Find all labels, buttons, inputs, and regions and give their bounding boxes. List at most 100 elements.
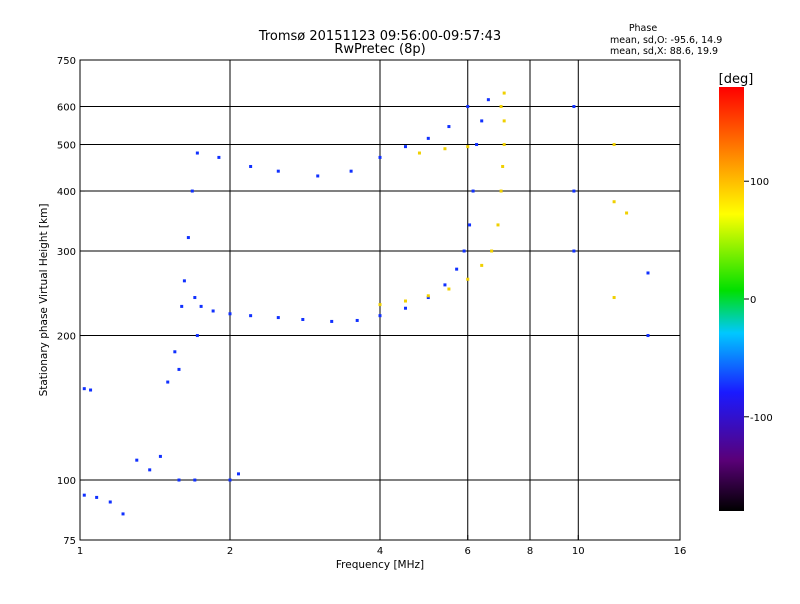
x-tick-label: 10 [572,546,585,557]
data-point-o [228,312,232,316]
data-point-o [276,169,280,173]
data-point-o [89,388,93,392]
data-point-o [486,98,490,102]
data-point-o [177,478,181,482]
data-point-o [378,155,382,159]
data-point-o [462,249,466,253]
data-point-o [455,267,459,271]
data-point-x [417,151,421,155]
data-point-o [166,380,170,384]
grid [80,60,680,540]
data-point-o [475,143,479,147]
data-point-o [190,189,194,193]
data-point-o [211,309,215,313]
data-point-x [612,143,616,147]
data-point-o [316,174,320,178]
data-point-o [180,304,184,308]
data-point-o [646,271,650,275]
data-point-o [95,495,99,499]
data-point-x [490,249,494,253]
data-point-o [572,249,576,253]
data-point-o [426,296,430,300]
x-tick-label: 4 [377,546,383,557]
phase-heading: Phase [629,23,658,34]
x-tick-label: 6 [465,546,471,557]
data-point-o [148,468,152,472]
data-point-o [572,189,576,193]
y-axis-label: Stationary phase Virtual Height [km] [38,204,50,397]
y-tick-label: 500 [57,141,76,152]
data-point-x [502,91,506,95]
data-point-x [499,105,503,109]
data-point-o [195,334,199,338]
data-point-x [612,200,616,204]
x-axis-label: Frequency [MHz] [336,559,424,571]
x-axis-ticks: 1 2 4 6 8 10 16 [77,535,686,557]
colorbar-tick-label: 100 [750,177,769,188]
data-point-o [378,314,382,318]
data-point-o [236,472,240,476]
data-point-x [480,263,484,267]
data-point-x [466,277,470,281]
data-point-x [447,287,451,291]
data-point-o [330,319,334,323]
data-point-o [108,500,112,504]
data-point-o [193,296,197,300]
y-axis-ticks: 75 100 200 300 400 500 600 750 [57,56,85,547]
data-point-o [182,279,186,283]
y-tick-label: 300 [57,247,76,258]
data-point-x [378,303,382,307]
y-tick-label: 600 [57,103,76,114]
data-point-x [499,189,503,193]
data-point-o [468,223,472,227]
chart-title: Tromsø 20151123 09:56:00-09:57:43 [258,29,501,44]
data-point-o [135,458,139,462]
data-point-o [158,454,162,458]
data-point-o [471,189,475,193]
colorbar-tick-label: 0 [750,295,756,306]
data-point-o [193,478,197,482]
data-point-x [426,294,430,298]
data-point-o [443,283,447,287]
colorbar-tick-label: -100 [750,413,773,424]
data-point-o [82,493,86,497]
data-point-x [502,119,506,123]
data-point-o [403,145,407,149]
data-point-x [612,296,616,300]
y-tick-label: 100 [57,476,76,487]
data-point-x [403,299,407,303]
data-point-o [403,306,407,310]
y-tick-label: 400 [57,187,76,198]
data-point-x [625,211,629,215]
x-tick-label: 2 [227,546,233,557]
phase-line-o: mean, sd,O: -95.6, 14.9 [610,35,722,46]
data-point-o [572,105,576,109]
data-point-x [443,147,447,151]
data-point-o [301,317,305,321]
data-point-o [349,169,353,173]
data-point-o [646,334,650,338]
data-point-o [228,478,232,482]
y-tick-label: 200 [57,332,76,343]
phase-line-x: mean, sd,X: 88.6, 19.9 [610,46,718,57]
data-point-o [355,318,359,322]
data-point-x [466,145,470,149]
data-point-x [496,223,500,227]
data-point-o [199,304,203,308]
x-tick-label: 1 [77,546,83,557]
data-point-o [82,387,86,391]
data-point-o [186,236,190,240]
data-point-o [466,105,470,109]
chart-subtitle: RwPretec (8p) [334,42,425,57]
data-point-o [447,125,451,129]
data-point-o [121,512,125,516]
y-tick-label: 75 [63,536,76,547]
data-point-o [276,316,280,320]
data-point-o [177,367,181,371]
data-point-o [426,136,430,140]
data-point-o [217,155,221,159]
x-tick-label: 8 [527,546,533,557]
y-tick-label: 750 [57,56,76,67]
